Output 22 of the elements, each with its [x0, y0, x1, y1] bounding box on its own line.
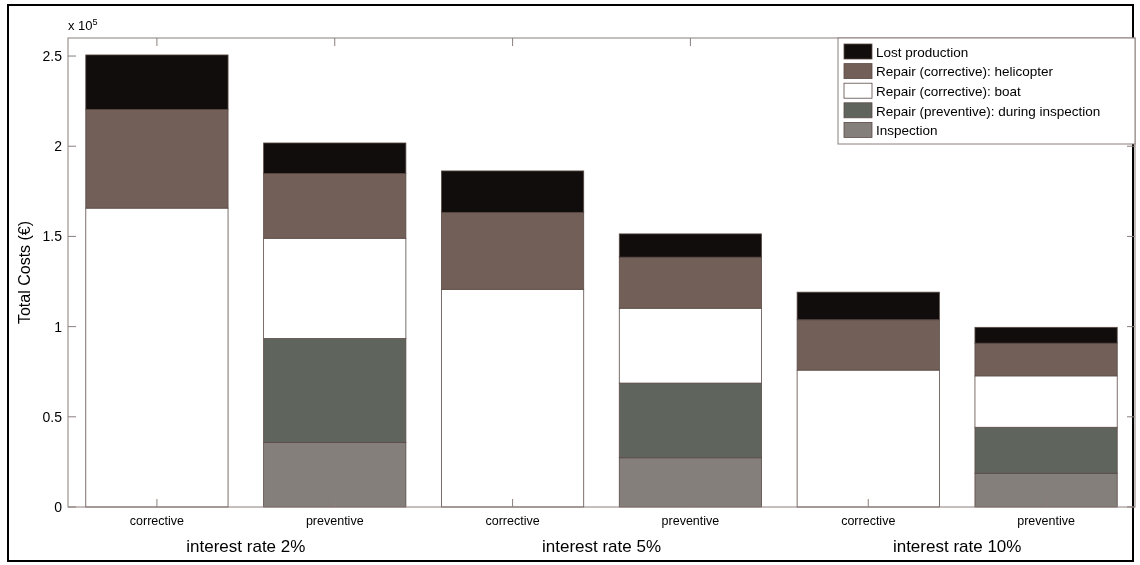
y-axis-title: Total Costs (€)	[16, 220, 33, 325]
text: interest rate 2%	[186, 537, 306, 556]
legend-label: Repair (corrective): helicopter	[876, 64, 1054, 80]
y-tick-label: 1.5	[42, 228, 63, 245]
x-tick-label: corrective	[841, 514, 896, 528]
legend-label: Lost production	[876, 44, 969, 60]
legend-label: Repair (preventive): during inspection	[876, 103, 1101, 119]
text: interest rate 10%	[892, 537, 1022, 556]
x-tick-label: preventive	[661, 514, 720, 528]
legend-label: Inspection	[876, 123, 938, 139]
text: interest rate 5%	[541, 537, 662, 556]
text: x 10$^{5}$	[68, 17, 98, 33]
legend-label: Repair (corrective): boat	[876, 83, 1022, 99]
x-tick-label: preventive	[305, 514, 364, 528]
y-tick-label: 0	[54, 498, 63, 515]
y-tick-label: 1	[54, 318, 63, 335]
y-tick-label: 2.5	[42, 47, 63, 64]
x-tick-label: corrective	[129, 514, 185, 528]
x-tick-label: preventive	[1017, 514, 1075, 528]
x-tick-label: corrective	[485, 514, 540, 528]
y-tick-label: 0.5	[42, 408, 63, 425]
y-tick-label: 2	[54, 138, 63, 155]
